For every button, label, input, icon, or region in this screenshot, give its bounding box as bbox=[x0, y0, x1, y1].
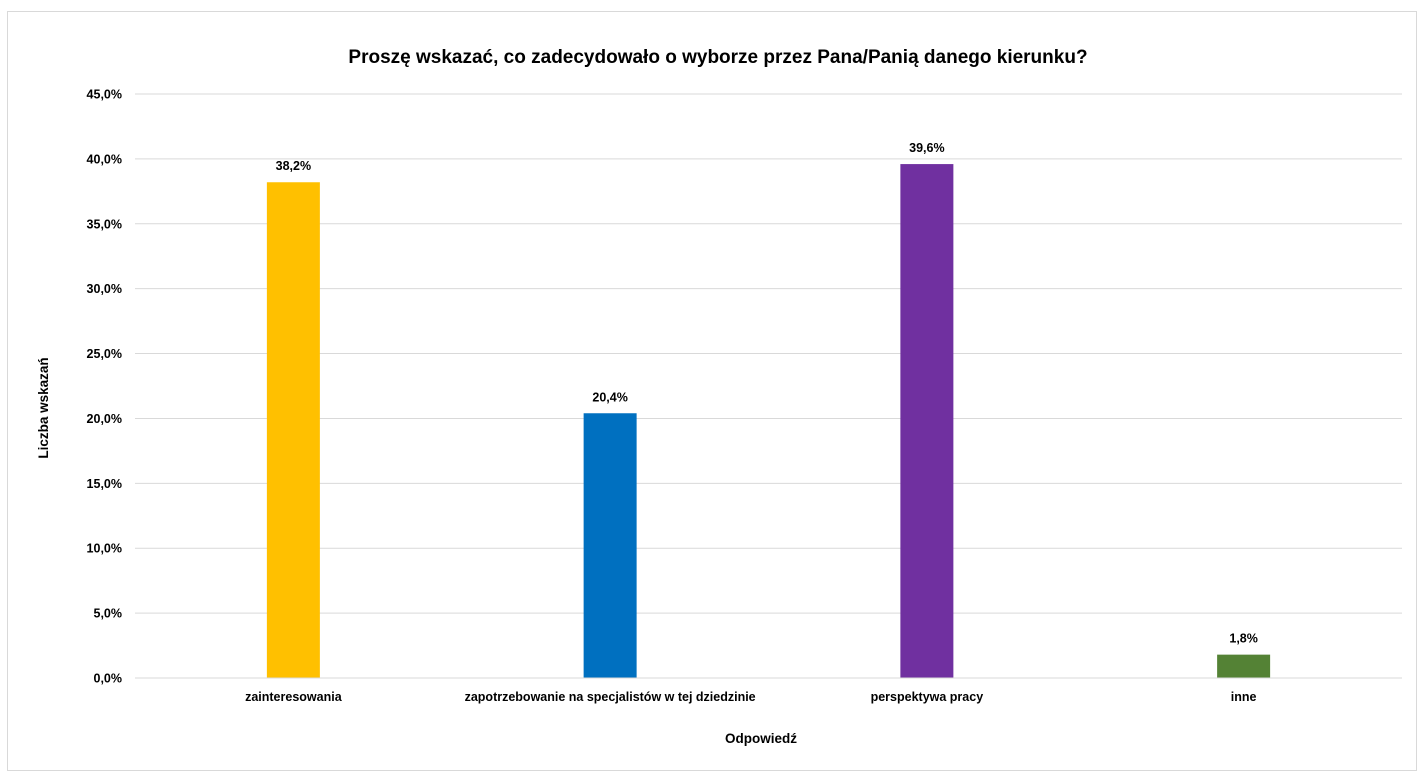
gridlines bbox=[135, 93, 1402, 614]
bar bbox=[583, 413, 637, 678]
y-axis-label: Liczba wskazań bbox=[36, 357, 51, 458]
data-label: 1,8% bbox=[1229, 632, 1258, 646]
chart-title: Proszę wskazać, co zadecydowało o wyborz… bbox=[348, 47, 1087, 68]
y-tick-label: 25,0% bbox=[87, 347, 122, 361]
y-tick-label: 40,0% bbox=[87, 152, 122, 166]
y-tick-label: 30,0% bbox=[87, 282, 122, 296]
bar bbox=[900, 164, 954, 678]
x-category-label: inne bbox=[1231, 690, 1257, 704]
y-tick-label: 0,0% bbox=[94, 672, 123, 686]
y-tick-label: 20,0% bbox=[87, 412, 122, 426]
data-label: 20,4% bbox=[592, 390, 627, 404]
x-category-label: zainteresowania bbox=[245, 690, 343, 704]
data-label: 39,6% bbox=[909, 141, 944, 155]
y-tick-label: 15,0% bbox=[87, 477, 122, 491]
x-axis-categories: zainteresowania zapotrzebowanie na specja… bbox=[245, 690, 1256, 704]
bar bbox=[1217, 654, 1271, 678]
x-axis-label: Odpowiedź bbox=[725, 731, 797, 746]
y-tick-label: 10,0% bbox=[87, 542, 122, 556]
x-category-label: zapotrzebowanie na specjalistów w tej dz… bbox=[465, 690, 756, 704]
chart-frame bbox=[7, 11, 1417, 771]
data-labels: 38,2% 20,4% 39,6% 1,8% bbox=[276, 141, 1258, 646]
bar bbox=[266, 182, 320, 678]
x-category-label: perspektywa pracy bbox=[871, 690, 984, 704]
y-tick-label: 5,0% bbox=[94, 607, 123, 621]
bars bbox=[266, 164, 1271, 678]
y-tick-label: 35,0% bbox=[87, 217, 122, 231]
y-axis-ticks: 0,0% 5,0% 10,0% 15,0% 20,0% 25,0% 30,0% 35,0% 40… bbox=[87, 88, 122, 686]
y-tick-label: 45,0% bbox=[87, 88, 122, 102]
data-label: 38,2% bbox=[276, 159, 311, 173]
